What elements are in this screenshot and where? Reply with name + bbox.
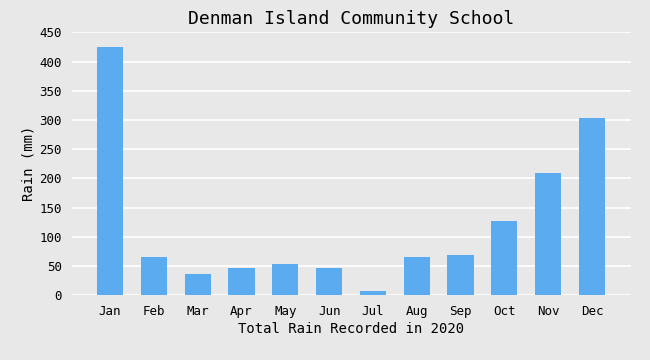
Bar	[97, 47, 124, 295]
Bar	[578, 118, 605, 295]
X-axis label: Total Rain Recorded in 2020: Total Rain Recorded in 2020	[238, 322, 464, 336]
Bar	[491, 221, 517, 295]
Bar	[447, 256, 474, 295]
Bar	[535, 172, 562, 295]
Bar	[359, 291, 386, 295]
Bar	[404, 257, 430, 295]
Title: Denman Island Community School: Denman Island Community School	[188, 10, 514, 28]
Bar	[140, 257, 167, 295]
Bar	[185, 274, 211, 295]
Y-axis label: Rain (mm): Rain (mm)	[21, 126, 35, 202]
Bar	[228, 268, 255, 295]
Bar	[272, 264, 298, 295]
Bar	[316, 268, 343, 295]
